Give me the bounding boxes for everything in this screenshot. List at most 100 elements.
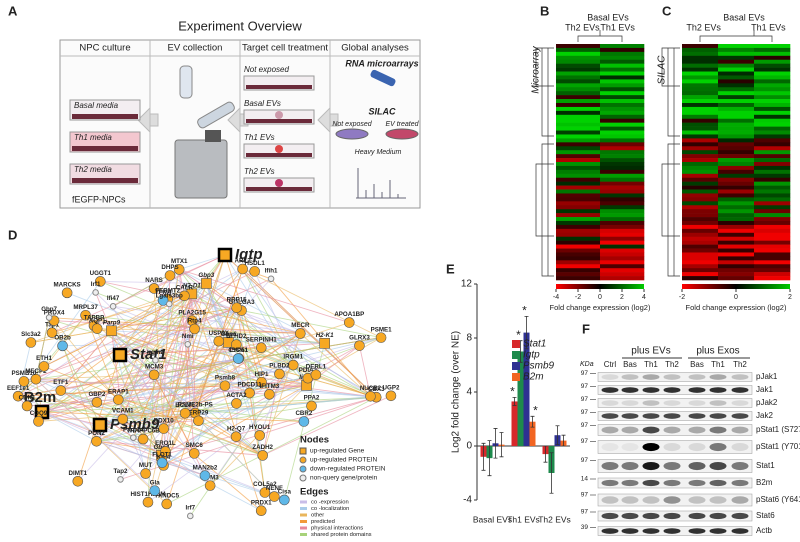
panel-letter: F (582, 321, 590, 336)
heatmap-cell (556, 142, 601, 147)
blot-band (663, 400, 681, 406)
network-edge (111, 299, 164, 332)
heatmap-cell (682, 44, 719, 49)
x-tick-label: Th2 EVs (538, 514, 571, 524)
scale-tick-label: -2 (679, 294, 685, 301)
legend-label: other (311, 513, 324, 519)
dendrogram (661, 47, 680, 277)
y-tick-label: 8 (466, 333, 472, 344)
heatmap-cell (600, 221, 645, 226)
node-label: GLRX3 (349, 334, 370, 341)
protein-node (21, 400, 33, 412)
heatmap-cell (718, 75, 755, 80)
heatmap-cell (600, 185, 645, 190)
heatmap-cell (556, 59, 601, 64)
protein-node (61, 287, 73, 299)
node-label: KIF4 (157, 454, 171, 461)
heatmap-cell (718, 185, 755, 190)
node-label: Tap2 (113, 468, 128, 475)
heatmap-cell (682, 83, 719, 88)
network-edge (41, 396, 377, 413)
node-label: PLA2G15 (178, 309, 206, 316)
error-bar (549, 452, 554, 494)
column-header: Target cell treatment (242, 43, 328, 54)
lane-label: Th2 (733, 360, 747, 369)
node-label: ERAP1 (108, 388, 129, 395)
heatmap-cell (600, 75, 645, 80)
network-edge (194, 268, 243, 330)
network-edge (119, 342, 325, 356)
blot-band (601, 461, 619, 471)
heatmap-cell (718, 189, 755, 194)
blot-band (663, 461, 681, 471)
node-label: Rtp4 (188, 318, 202, 325)
network-edge (112, 306, 165, 429)
network-edge (118, 374, 155, 401)
blot-band (709, 413, 727, 419)
heatmap-cell (600, 232, 645, 238)
heatmap-cell (754, 221, 791, 226)
node-label: Gla (150, 479, 161, 486)
blot-strip (597, 398, 753, 408)
heatmap-cell (682, 95, 719, 100)
heatmap-cell (754, 197, 791, 202)
node-label: NENF (266, 485, 283, 492)
blot-band (601, 528, 619, 534)
row-label: Actb (756, 526, 773, 535)
protein-node (213, 335, 225, 347)
network-edge (60, 390, 162, 456)
heatmap-cell (556, 181, 601, 186)
heatmap-cell (682, 201, 719, 206)
heatmap-cell (600, 83, 645, 88)
network-edge (41, 411, 101, 426)
heatmap-cell (682, 122, 719, 127)
spectrum (356, 168, 406, 199)
network-edge (96, 440, 275, 497)
network-edge (205, 283, 270, 395)
panel-letter: C (662, 3, 672, 18)
significance: * (510, 385, 515, 399)
heatmap-cell (754, 79, 791, 84)
hub-node (112, 347, 128, 363)
legend-label: B2m (523, 372, 544, 383)
blot-band (601, 413, 619, 419)
heatmap-cell (682, 268, 719, 273)
legend-label: Psmb9 (523, 361, 555, 372)
network-edge (17, 395, 285, 501)
non-query-node (109, 303, 117, 310)
blot-band (621, 413, 639, 419)
panel-letter: A (8, 3, 18, 18)
heatmap-cell (682, 55, 719, 61)
non-query-node (184, 341, 192, 348)
heatmap-cell (556, 95, 601, 100)
network-edge (26, 283, 207, 407)
node-label: IFITM3 (260, 383, 280, 390)
network-edge (242, 268, 317, 376)
network-edge (241, 310, 266, 493)
node-label: DHPS (161, 264, 178, 271)
network-edge (147, 384, 307, 503)
ev-cluster (275, 111, 283, 119)
node-label: ERP29 (189, 409, 209, 416)
heatmap-cell (600, 272, 645, 277)
blot-band (621, 374, 639, 380)
heatmap-cell (754, 142, 791, 147)
node-label: Irf1 (91, 281, 101, 288)
heatmap-cell (682, 154, 719, 159)
heatmap-cell (600, 256, 645, 261)
dendrogram (535, 47, 554, 277)
column-label: Th2 EVs (565, 22, 600, 32)
node-label: Ifih1 (265, 267, 278, 274)
blot-band (642, 496, 660, 504)
group-label: Basal EVs (587, 12, 629, 22)
heatmap-cell (718, 99, 755, 104)
protein-node (148, 369, 160, 381)
network-edge (51, 254, 226, 334)
heatmap-cell (718, 158, 755, 163)
legend-swatch (512, 340, 520, 348)
heatmap-cell (718, 272, 755, 277)
heatmap-cell (754, 106, 791, 112)
protein-node (254, 430, 265, 441)
pipette (370, 69, 396, 87)
heatmap-cell (600, 162, 645, 167)
